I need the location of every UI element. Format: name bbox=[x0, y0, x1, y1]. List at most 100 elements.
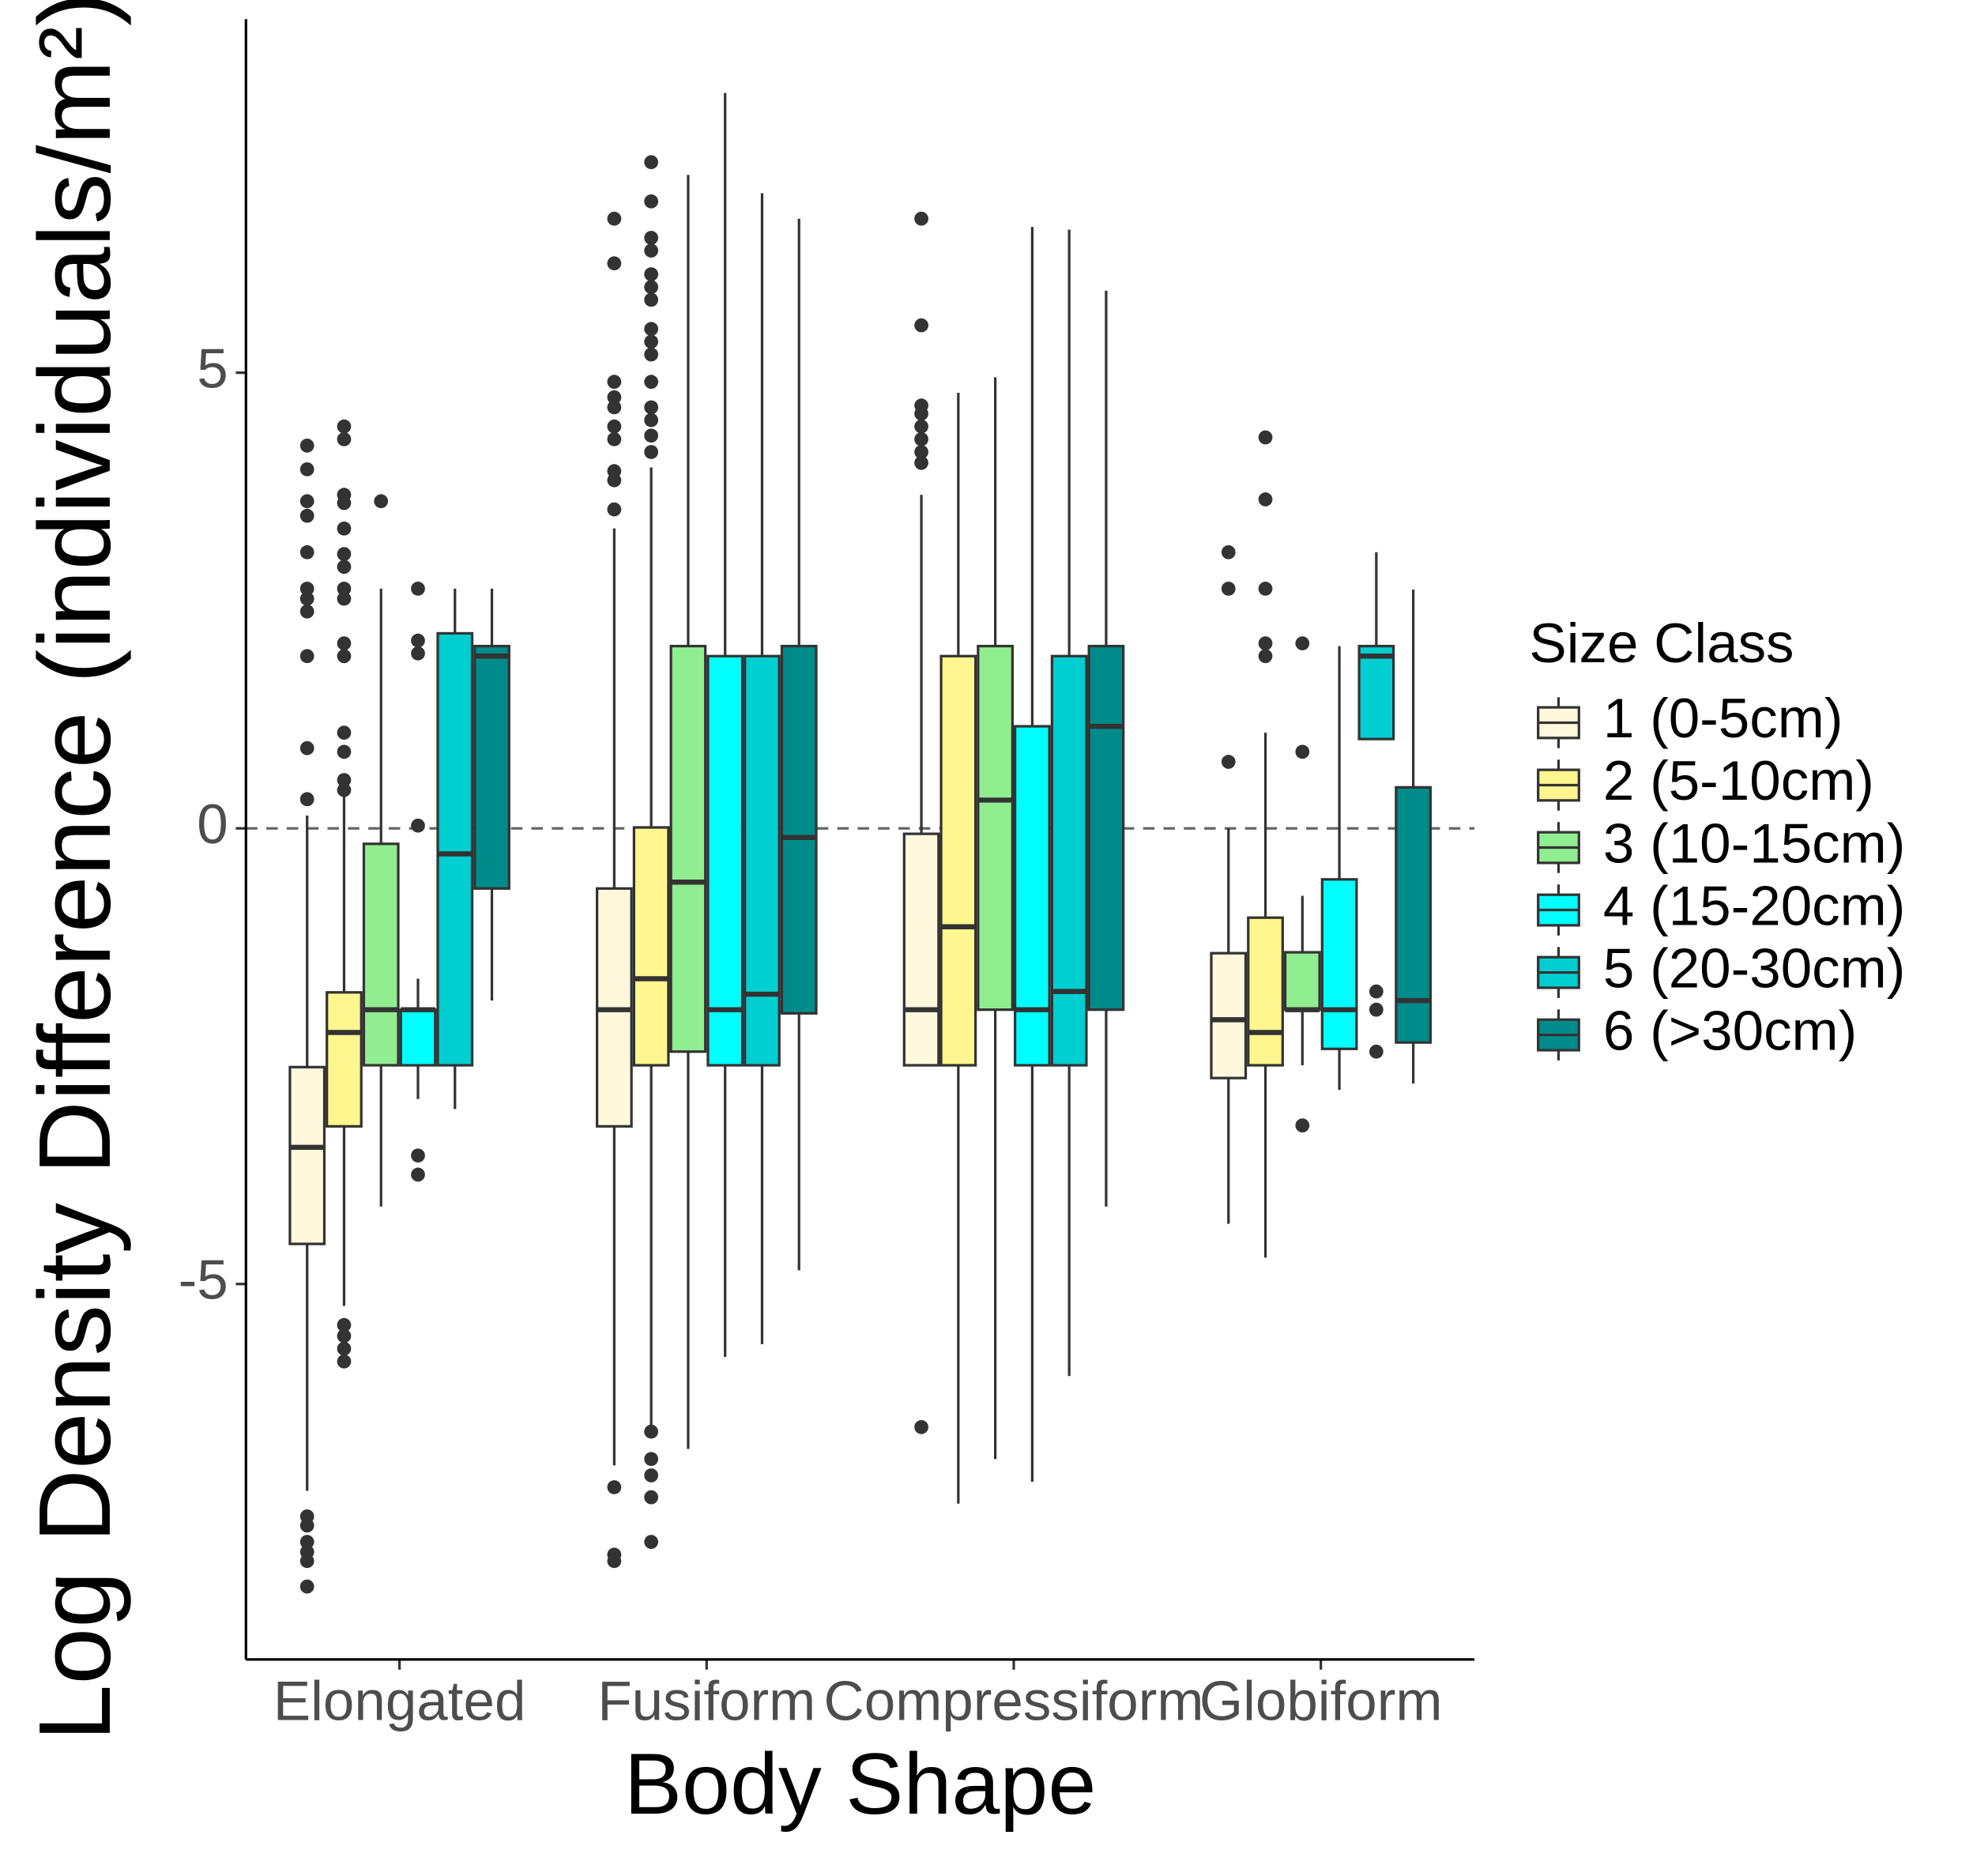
outlier bbox=[607, 431, 622, 446]
outlier bbox=[914, 211, 928, 226]
outlier bbox=[299, 1535, 314, 1549]
outlier bbox=[337, 1341, 352, 1356]
outlier bbox=[299, 1554, 314, 1569]
outlier bbox=[411, 633, 425, 648]
outlier bbox=[299, 591, 314, 606]
outlier bbox=[914, 431, 928, 446]
outlier bbox=[1258, 430, 1273, 445]
outlier bbox=[411, 1148, 425, 1163]
x-tick-label: Globiform bbox=[1199, 1671, 1443, 1733]
box bbox=[706, 654, 744, 1067]
outlier bbox=[644, 1468, 659, 1483]
outlier bbox=[299, 1518, 314, 1533]
outlier bbox=[1369, 1002, 1384, 1017]
outlier bbox=[644, 267, 659, 281]
box bbox=[939, 654, 977, 1067]
outlier bbox=[1369, 984, 1384, 999]
outlier bbox=[1258, 492, 1273, 507]
outlier bbox=[337, 649, 352, 664]
box bbox=[1247, 916, 1284, 1067]
outlier bbox=[607, 473, 622, 488]
legend-label: 4 (15-20cm) bbox=[1603, 875, 1905, 937]
box bbox=[744, 654, 781, 1067]
legend-label: 1 (0-5cm) bbox=[1603, 688, 1843, 750]
outlier bbox=[299, 494, 314, 509]
outlier bbox=[607, 1480, 622, 1494]
y-tick-label: 0 bbox=[197, 793, 228, 856]
legend-label: 5 (20-30cm) bbox=[1603, 937, 1905, 1000]
outlier bbox=[644, 413, 659, 428]
outlier bbox=[914, 318, 928, 333]
outlier bbox=[644, 347, 659, 362]
outlier bbox=[607, 256, 622, 271]
outlier bbox=[914, 406, 928, 421]
box bbox=[362, 842, 400, 1067]
outlier bbox=[299, 582, 314, 596]
outlier bbox=[337, 1354, 352, 1369]
outlier bbox=[644, 243, 659, 258]
outlier bbox=[644, 400, 659, 415]
y-axis-title: Log Density Difference (individuals/m²) bbox=[18, 0, 132, 1741]
box bbox=[1320, 878, 1358, 1050]
outlier bbox=[411, 1167, 425, 1182]
outlier bbox=[644, 1490, 659, 1505]
outlier bbox=[411, 818, 425, 833]
outlier bbox=[299, 792, 314, 807]
y-tick-label: -5 bbox=[179, 1249, 228, 1312]
outlier bbox=[644, 280, 659, 295]
box bbox=[1013, 725, 1051, 1067]
box bbox=[1210, 951, 1248, 1079]
outlier bbox=[299, 439, 314, 453]
box bbox=[1283, 951, 1321, 1012]
box bbox=[977, 644, 1014, 1012]
y-tick-label: 5 bbox=[197, 337, 228, 400]
legend-title: Size Class bbox=[1529, 612, 1794, 675]
outlier bbox=[337, 744, 352, 759]
outlier bbox=[299, 740, 314, 755]
legend-label: 2 (5-10cm) bbox=[1603, 750, 1874, 812]
outlier bbox=[644, 445, 659, 459]
outlier bbox=[607, 400, 622, 415]
legend-label: 3 (10-15cm) bbox=[1603, 812, 1905, 875]
outlier bbox=[1221, 582, 1236, 596]
box bbox=[780, 644, 818, 1015]
outlier bbox=[607, 390, 622, 405]
outlier bbox=[644, 155, 659, 170]
x-axis-title: Body Shape bbox=[624, 1736, 1096, 1833]
outlier bbox=[337, 591, 352, 606]
box bbox=[902, 832, 940, 1067]
outlier bbox=[644, 292, 659, 307]
outlier bbox=[337, 547, 352, 561]
outlier bbox=[1221, 544, 1236, 560]
outlier bbox=[299, 508, 314, 523]
outlier bbox=[299, 462, 314, 477]
x-tick-label: Fusiform bbox=[597, 1671, 815, 1733]
outlier bbox=[337, 725, 352, 740]
box bbox=[399, 1008, 437, 1067]
box bbox=[1050, 654, 1088, 1067]
outlier bbox=[1295, 636, 1310, 650]
outlier bbox=[337, 636, 352, 650]
outlier bbox=[337, 495, 352, 511]
outlier bbox=[607, 211, 622, 226]
outlier bbox=[299, 1579, 314, 1594]
box bbox=[436, 631, 474, 1067]
outlier bbox=[1258, 582, 1273, 596]
outlier bbox=[1258, 649, 1273, 664]
outlier bbox=[337, 582, 352, 596]
outlier bbox=[644, 375, 659, 390]
outlier bbox=[644, 1452, 659, 1467]
box bbox=[288, 1065, 326, 1245]
outlier bbox=[644, 334, 659, 349]
outlier bbox=[914, 455, 928, 470]
outlier bbox=[644, 322, 659, 337]
box bbox=[632, 826, 670, 1067]
outlier bbox=[337, 782, 352, 797]
outlier bbox=[299, 604, 314, 619]
outlier bbox=[1221, 755, 1236, 769]
outlier bbox=[337, 1317, 352, 1332]
legend-label: 6 (>30cm) bbox=[1603, 1000, 1857, 1062]
outlier bbox=[411, 582, 425, 596]
outlier bbox=[607, 502, 622, 517]
